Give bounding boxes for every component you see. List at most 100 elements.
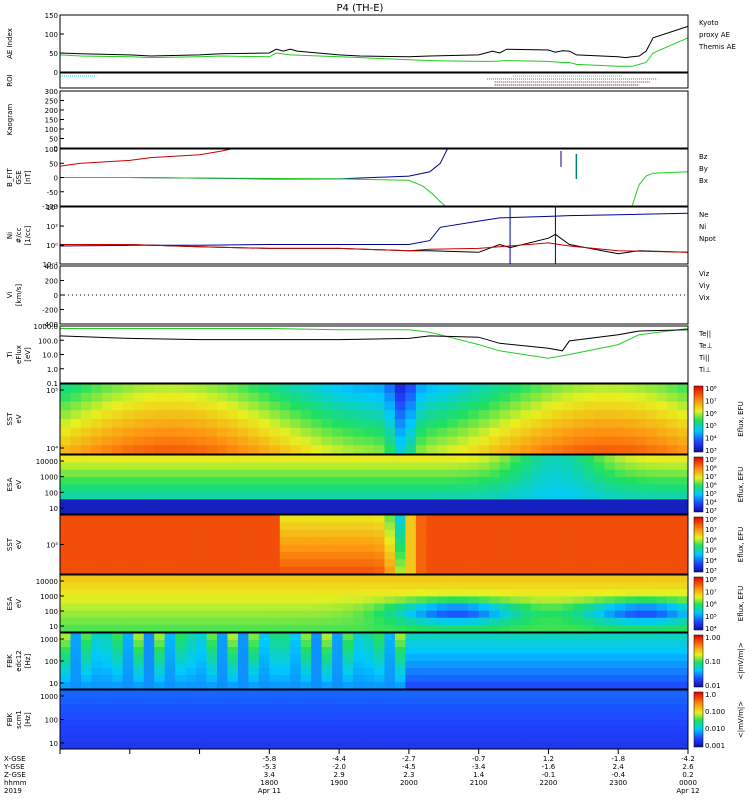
spectrogram-esa-e-cell xyxy=(520,469,532,478)
spectrogram-esa-e-cell xyxy=(91,499,103,508)
spectrogram-fbk-e-cell xyxy=(572,668,584,676)
spectrogram-fbk-e-cell xyxy=(478,633,490,641)
spectrogram-sst-e-cell xyxy=(499,445,511,455)
spectrogram-sst-i-cell xyxy=(122,544,134,553)
spectrogram-sst-i-cell xyxy=(353,537,364,545)
spectrogram-fbk-e-cell xyxy=(311,668,323,676)
spectrogram-sst-e-cell xyxy=(133,401,145,411)
spectrogram-sst-e-cell xyxy=(562,410,574,420)
spectrogram-esa-e-tick-label: 100 xyxy=(45,489,58,497)
spectrogram-esa-e-cell xyxy=(311,455,323,463)
spectrogram-esa-i-cell xyxy=(583,589,595,597)
spectrogram-sst-e-cell xyxy=(342,384,354,394)
spectrogram-fbk-e-cell xyxy=(206,675,218,683)
spectrogram-esa-e-cell xyxy=(436,462,448,471)
spectrogram-esa-e-cell xyxy=(80,462,92,471)
spectrogram-fbk-b-cell xyxy=(604,697,616,706)
spectrogram-fbk-e-cell xyxy=(342,640,354,648)
spectrogram-sst-i-cell xyxy=(646,529,657,538)
spectrogram-esa-e-cell xyxy=(457,491,469,500)
spectrogram-sst-i-cell xyxy=(593,515,605,523)
spectrogram-esa-i-frame xyxy=(59,574,689,633)
spectrogram-esa-i-cell xyxy=(520,575,532,583)
spectrogram-esa-i-cell xyxy=(520,610,532,619)
spectrogram-fbk-e-cell xyxy=(217,682,228,690)
spectrogram-sst-e-cell xyxy=(185,401,197,411)
spectrogram-sst-e-cell xyxy=(656,384,668,394)
spectrogram-esa-e-cell xyxy=(112,506,124,515)
spectrogram-fbk-e-cell xyxy=(510,668,521,676)
spectrogram-sst-i-cell xyxy=(112,544,124,553)
spectrogram-sst-i-cell xyxy=(258,551,270,560)
spectrogram-fbk-e-cell xyxy=(196,675,207,683)
spectrogram-esa-i-cell xyxy=(290,617,302,626)
spectrogram-esa-i-cell xyxy=(217,582,228,590)
spectrogram-fbk-e-cell xyxy=(206,647,218,655)
spectrogram-fbk-b-cell xyxy=(593,741,605,750)
spectrogram-esa-i-cell xyxy=(237,603,249,612)
spectrogram-sst-i-cell xyxy=(583,537,595,545)
spectrogram-sst-i-cell xyxy=(290,559,302,568)
spectrogram-esa-i-cell xyxy=(300,617,312,626)
spectrogram-esa-i-cell xyxy=(436,610,448,619)
spectrogram-fbk-b-cell xyxy=(300,697,312,706)
spectrogram-fbk-e-cell xyxy=(300,661,312,669)
spectrogram-fbk-b-cell xyxy=(80,690,92,698)
spectrogram-esa-i-cell xyxy=(426,596,438,604)
spectrogram-fbk-b-cell xyxy=(133,712,145,720)
spectrogram-sst-e-cell xyxy=(143,401,155,411)
spectrogram-fbk-b-cell xyxy=(457,704,469,713)
panel-ae-frame xyxy=(59,14,689,73)
spectrogram-esa-e-cell xyxy=(499,455,511,463)
spectrogram-fbk-e-cell xyxy=(447,682,459,690)
spectrogram-fbk-b-cell xyxy=(217,734,228,743)
spectrogram-esa-i-cell xyxy=(541,589,553,597)
spectrogram-fbk-b-cell xyxy=(80,734,92,743)
spectrogram-fbk-b-cell xyxy=(311,712,323,720)
spectrogram-esa-i-cell xyxy=(593,589,605,597)
spectrogram-fbk-e-cell xyxy=(604,640,616,648)
spectrogram-sst-e-cell xyxy=(677,392,689,402)
spectrogram-esa-e-cell xyxy=(227,469,239,478)
spectrogram-fbk-e-cell xyxy=(489,668,500,676)
spectrogram-sst-i-cell xyxy=(677,515,689,523)
spectrogram-sst-e-cell xyxy=(91,401,103,411)
spectrogram-fbk-b-cell xyxy=(290,690,302,698)
spectrogram-esa-e-cell xyxy=(583,506,595,515)
spectrogram-esa-i-cell xyxy=(510,603,521,612)
spectrogram-sst-i-cell xyxy=(572,522,584,531)
spectrogram-sst-e-cell xyxy=(248,419,260,429)
spectrogram-fbk-b-cell xyxy=(164,741,176,750)
spectrogram-sst-e-cell xyxy=(646,384,657,394)
spectrogram-esa-i-cell xyxy=(499,596,511,604)
spectrogram-esa-i-cell xyxy=(269,582,281,590)
spectrogram-esa-e-cell xyxy=(342,491,354,500)
spectrogram-sst-i-cell xyxy=(447,544,459,553)
spectrogram-esa-i-cell xyxy=(499,624,511,633)
spectrogram-esa-i-cell xyxy=(279,582,291,590)
spectrogram-fbk-e-cell xyxy=(520,668,532,676)
spectrogram-fbk-b-cell xyxy=(237,690,249,698)
spectrogram-esa-i-cell xyxy=(258,575,270,583)
spectrogram-esa-e-cell xyxy=(91,462,103,471)
spectrogram-sst-i-cell xyxy=(499,515,511,523)
spectrogram-fbk-e-cell xyxy=(510,647,521,655)
spectrogram-fbk-b-cell xyxy=(677,734,689,743)
spectrogram-fbk-b-cell xyxy=(269,712,281,720)
spectrogram-esa-e-cell xyxy=(405,491,417,500)
spectrogram-esa-i-cell xyxy=(656,582,668,590)
spectrogram-sst-i-cell xyxy=(625,522,637,531)
spectrogram-esa-i-colorbar-tick: 10⁵ xyxy=(705,613,717,621)
spectrogram-sst-e-cell xyxy=(112,427,124,437)
spectrogram-esa-i-cell xyxy=(635,617,647,626)
spectrogram-sst-i-cell xyxy=(614,522,626,531)
spectrogram-esa-e-cell xyxy=(426,484,438,493)
spectrogram-esa-i-cell xyxy=(227,603,239,612)
spectrogram-fbk-b-cell xyxy=(290,741,302,750)
spectrogram-esa-i-cell xyxy=(572,610,584,619)
spectrogram-sst-i-cell xyxy=(635,551,647,560)
spectrogram-fbk-b-colorbar-tick: 0.010 xyxy=(705,725,725,733)
spectrogram-sst-e-cell xyxy=(91,427,103,437)
spectrogram-fbk-e-cell xyxy=(541,654,553,662)
spectrogram-esa-e-cell xyxy=(572,499,584,508)
